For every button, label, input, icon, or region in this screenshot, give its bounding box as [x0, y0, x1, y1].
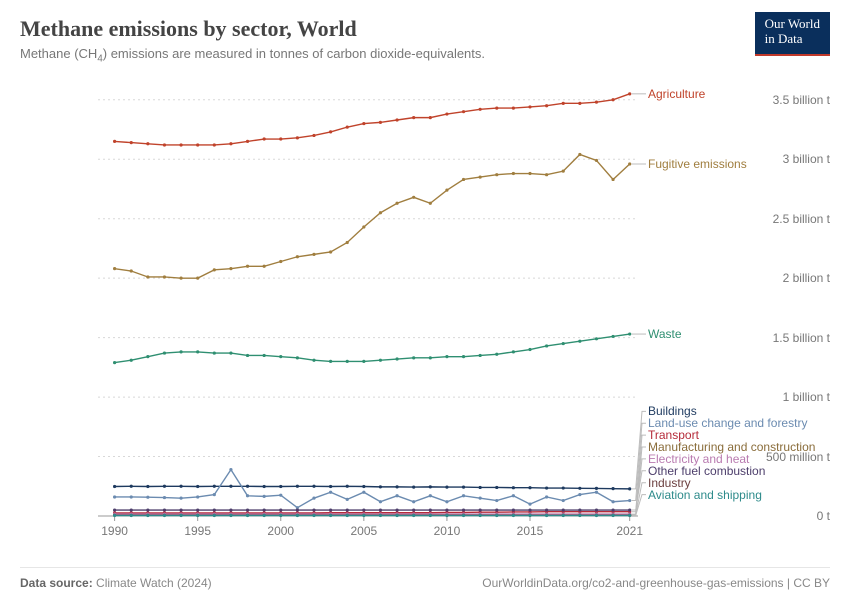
series-label: Aviation and shipping — [648, 488, 762, 502]
ytick-label: 2.5 billion t — [760, 212, 830, 226]
chart: 0 t500 million t1 billion t1.5 billion t… — [20, 68, 830, 548]
xtick-label: 2010 — [434, 524, 461, 538]
ytick-label: 2 billion t — [760, 271, 830, 285]
series-line — [115, 94, 630, 145]
chart-title: Methane emissions by sector, World — [20, 16, 830, 42]
ytick-label: 3 billion t — [760, 152, 830, 166]
ytick-label: 3.5 billion t — [760, 93, 830, 107]
ytick-label: 0 t — [760, 509, 830, 523]
footer: Data source: Climate Watch (2024) OurWor… — [20, 567, 830, 590]
source-value: Climate Watch (2024) — [96, 576, 212, 590]
xtick-label: 2015 — [517, 524, 544, 538]
data-source: Data source: Climate Watch (2024) — [20, 576, 212, 590]
series-line — [115, 154, 630, 278]
xtick-label: 1990 — [101, 524, 128, 538]
logo-line1: Our World — [765, 16, 820, 31]
series-label: Waste — [648, 327, 682, 341]
xtick-label: 2021 — [616, 524, 643, 538]
owid-logo: Our World in Data — [755, 12, 830, 56]
ytick-label: 1.5 billion t — [760, 331, 830, 345]
series-line — [115, 334, 630, 363]
xtick-label: 2000 — [267, 524, 294, 538]
chart-subtitle: Methane (CH4) emissions are measured in … — [20, 46, 830, 65]
attribution: OurWorldinData.org/co2-and-greenhouse-ga… — [482, 576, 830, 590]
xtick-label: 2005 — [350, 524, 377, 538]
xtick-label: 1995 — [184, 524, 211, 538]
series-line — [115, 512, 630, 513]
series-label: Agriculture — [648, 87, 705, 101]
series-line — [115, 486, 630, 489]
header: Methane emissions by sector, World Metha… — [0, 0, 850, 71]
source-label: Data source: — [20, 576, 93, 590]
ytick-label: 1 billion t — [760, 390, 830, 404]
series-label: Fugitive emissions — [648, 157, 747, 171]
logo-line2: in Data — [765, 31, 803, 46]
